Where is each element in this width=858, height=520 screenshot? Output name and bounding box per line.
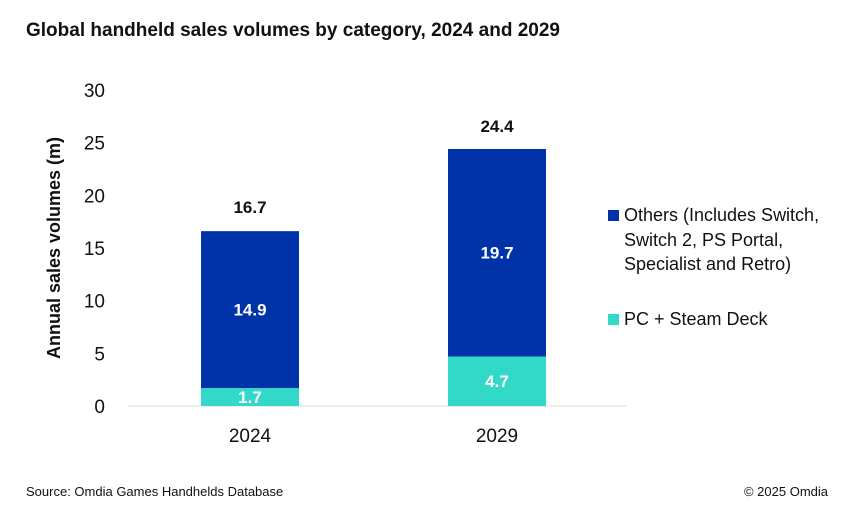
y-tick-label: 10: [84, 292, 105, 313]
y-tick-label: 0: [94, 397, 105, 418]
y-tick-label: 15: [84, 239, 105, 260]
copyright: © 2025 Omdia: [743, 484, 828, 499]
legend-item-pc: PC + Steam Deck: [606, 307, 841, 332]
x-tick-label-2024: 2024: [229, 426, 272, 447]
y-axis-title: Annual sales volumes (m): [44, 137, 64, 359]
source-note: Source: Omdia Games Handhelds Database: [26, 484, 284, 499]
total-label-2024: 16.7: [233, 198, 266, 217]
x-tick-label-2029: 2029: [476, 426, 518, 447]
legend: Others (Includes Switch, Switch 2, PS Po…: [606, 203, 841, 331]
y-tick-label: 20: [84, 186, 105, 207]
data-label-pc-2029: 4.7: [485, 372, 509, 391]
y-tick-label: 25: [84, 134, 105, 155]
legend-label-pc: PC + Steam Deck: [624, 308, 768, 329]
total-label-2029: 24.4: [480, 117, 514, 136]
bar-pc-2029: [448, 356, 546, 406]
data-label-pc-2024: 1.7: [238, 388, 262, 407]
y-axis-labels: 0 5 10 15 20 25 30: [84, 81, 105, 418]
x-axis-labels: 2024 2029: [229, 426, 518, 447]
bar-pc-2024: [201, 388, 299, 406]
data-label-others-2024: 14.9: [233, 301, 266, 320]
y-tick-label: 5: [94, 344, 105, 365]
legend-item-others: Others (Includes Switch, Switch 2, PS Po…: [606, 203, 841, 277]
legend-swatch-others: [608, 210, 619, 221]
bar-others-2024: [201, 231, 299, 389]
chart-title: Global handheld sales volumes by categor…: [26, 20, 560, 41]
legend-swatch-pc: [608, 313, 619, 325]
bar-others-2029: [448, 148, 546, 357]
y-tick-label: 30: [84, 81, 105, 102]
bars: 1.7 14.9 16.7 4.7 19.7 24.4: [201, 117, 546, 407]
legend-label-others: Others (Includes Switch, Switch 2, PS Po…: [624, 205, 820, 274]
data-label-others-2029: 19.7: [480, 244, 513, 263]
